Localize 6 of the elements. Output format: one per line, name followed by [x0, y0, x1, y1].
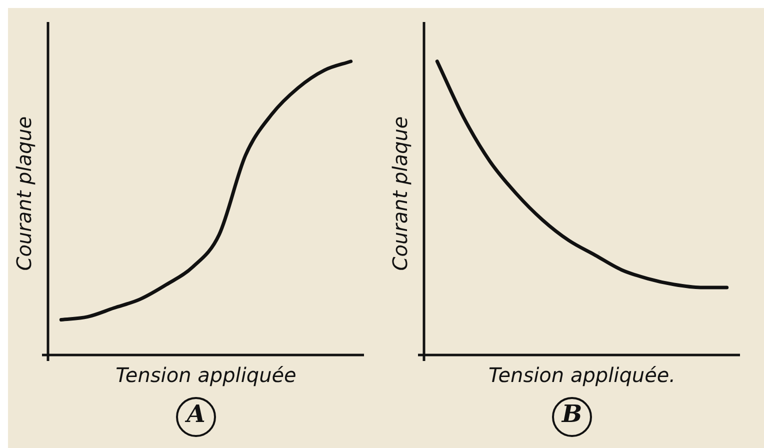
- text: A: [176, 397, 216, 437]
- x-axis-title: Tension appliquée: [116, 363, 296, 388]
- x-axis-title: Tension appliquée.: [488, 363, 676, 388]
- text: B: [552, 397, 592, 437]
- y-axis-title: Courant plaque: [12, 116, 36, 271]
- y-axis-title: Courant plaque: [388, 116, 412, 271]
